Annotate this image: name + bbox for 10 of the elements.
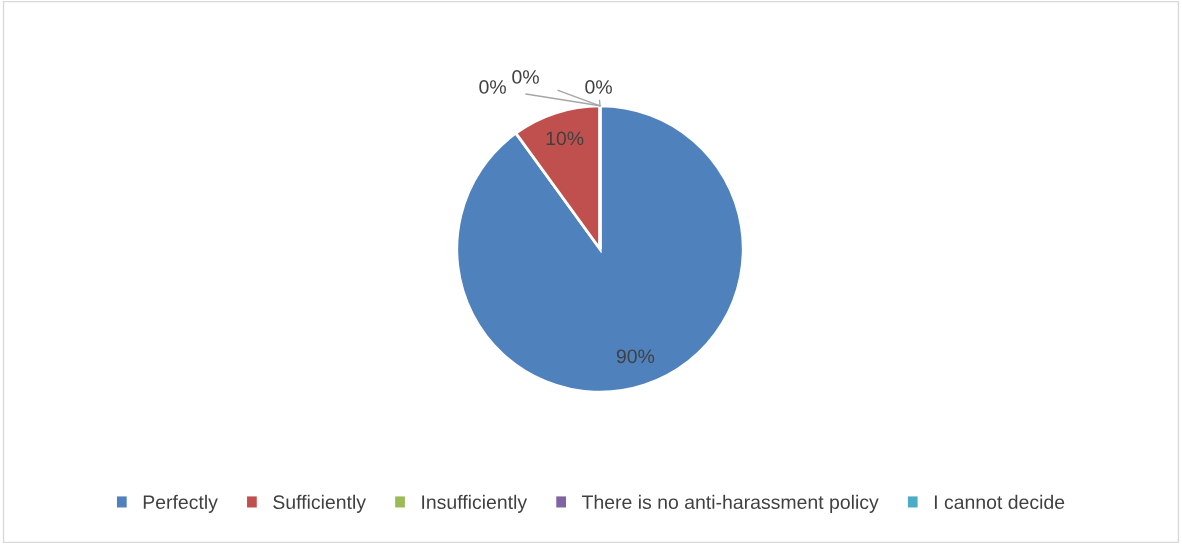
text: 0%	[585, 80, 612, 94]
text: 0%	[512, 70, 539, 84]
text: 0%	[479, 80, 506, 94]
data-label: 10%	[546, 131, 584, 146]
data-label: 90%	[616, 349, 655, 364]
legend-label: I cannot decide	[934, 494, 1065, 510]
legend-label: Sufficiently	[273, 494, 366, 513]
legend-label: There is no anti-harassment policy	[581, 494, 879, 513]
legend-label: Insufficiently	[422, 494, 528, 513]
legend-label: Perfectly	[143, 494, 218, 513]
